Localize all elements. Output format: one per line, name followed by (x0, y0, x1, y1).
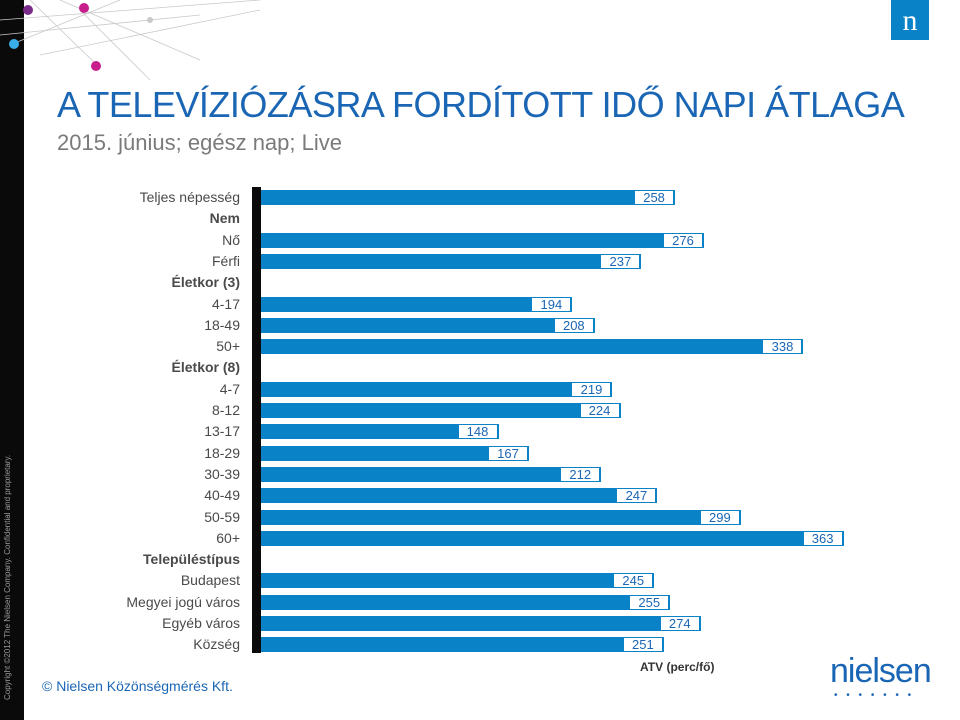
deco-dot-5 (147, 17, 153, 23)
data-label: 194 (532, 297, 571, 311)
bar (261, 232, 704, 248)
category-label: 18-29 (204, 444, 240, 461)
data-label: 299 (700, 510, 739, 524)
nielsen-wordmark-logo: nielsen (830, 652, 932, 690)
bar (261, 466, 602, 482)
bar (261, 424, 499, 440)
page-title: A TELEVÍZIÓZÁSRA FORDÍTOTT IDŐ NAPI ÁTLA… (57, 84, 905, 125)
deco-dot-4 (91, 61, 101, 71)
data-label: 167 (489, 446, 528, 460)
category-axis-line (252, 187, 261, 653)
category-label: 18-49 (204, 316, 240, 333)
bar (261, 488, 658, 504)
category-label: 4-7 (219, 380, 240, 397)
left-strip (0, 0, 24, 720)
bar (261, 253, 642, 269)
data-label: 251 (623, 638, 662, 652)
bar (261, 381, 613, 397)
category-label: 30-39 (204, 465, 240, 482)
category-label: Megyei jogú város (126, 593, 240, 610)
data-label: 212 (561, 467, 600, 481)
category-label: 60+ (216, 529, 240, 546)
category-group-header: Településtípus (143, 551, 240, 568)
data-label: 258 (635, 191, 674, 204)
bar (261, 403, 621, 418)
copyright-vertical: Copyright ©2012 The Nielsen Company. Con… (3, 454, 12, 700)
x-axis-label: ATV (perc/fő) (640, 660, 715, 674)
category-label: 50+ (216, 338, 240, 355)
footer-copyright: © Nielsen Közönségmérés Kft. (42, 678, 233, 694)
bar (261, 573, 655, 589)
category-label: Budapest (180, 572, 240, 589)
bar (261, 616, 701, 631)
category-label: 4-17 (211, 295, 240, 312)
data-label: 208 (554, 318, 593, 332)
bar (261, 317, 595, 333)
data-label: 276 (663, 233, 702, 247)
category-label: 40-49 (204, 487, 240, 504)
data-label: 338 (763, 340, 802, 354)
category-group-header: Életkor (3) (171, 274, 240, 291)
data-label: 224 (580, 404, 619, 417)
category-label: 13-17 (204, 423, 240, 440)
category-group-header: Nem (209, 210, 240, 227)
category-group-header: Életkor (8) (171, 359, 240, 376)
bar (261, 445, 530, 461)
data-label: 219 (572, 382, 611, 396)
bar (261, 594, 671, 610)
category-label: Község (193, 636, 240, 653)
bar (261, 339, 804, 355)
data-label: 148 (458, 425, 497, 439)
page-subtitle: 2015. június; egész nap; Live (57, 130, 342, 155)
nielsen-n-logo: n (891, 0, 929, 40)
category-label: 8-12 (211, 402, 240, 418)
data-label: 274 (660, 617, 699, 630)
deco-dot-3 (79, 3, 89, 13)
bar (261, 530, 844, 546)
deco-dot-1 (9, 39, 19, 49)
data-label: 247 (617, 489, 656, 503)
decorative-network-graphic (0, 0, 260, 81)
data-label: 363 (803, 531, 842, 545)
category-label: 50-59 (204, 508, 240, 525)
data-label: 245 (614, 574, 653, 588)
bar (261, 637, 664, 653)
bar (261, 190, 676, 205)
data-label: 237 (601, 254, 640, 268)
data-label: 255 (630, 595, 669, 609)
category-label: Teljes népesség (139, 189, 240, 205)
category-label: Nő (222, 231, 240, 248)
category-label: Férfi (212, 252, 240, 269)
bar (261, 296, 573, 312)
bar (261, 509, 741, 525)
nielsen-logo-dots: • • • • • • • (834, 690, 915, 701)
deco-dot-2 (23, 5, 33, 15)
category-label: Egyéb város (162, 615, 240, 631)
